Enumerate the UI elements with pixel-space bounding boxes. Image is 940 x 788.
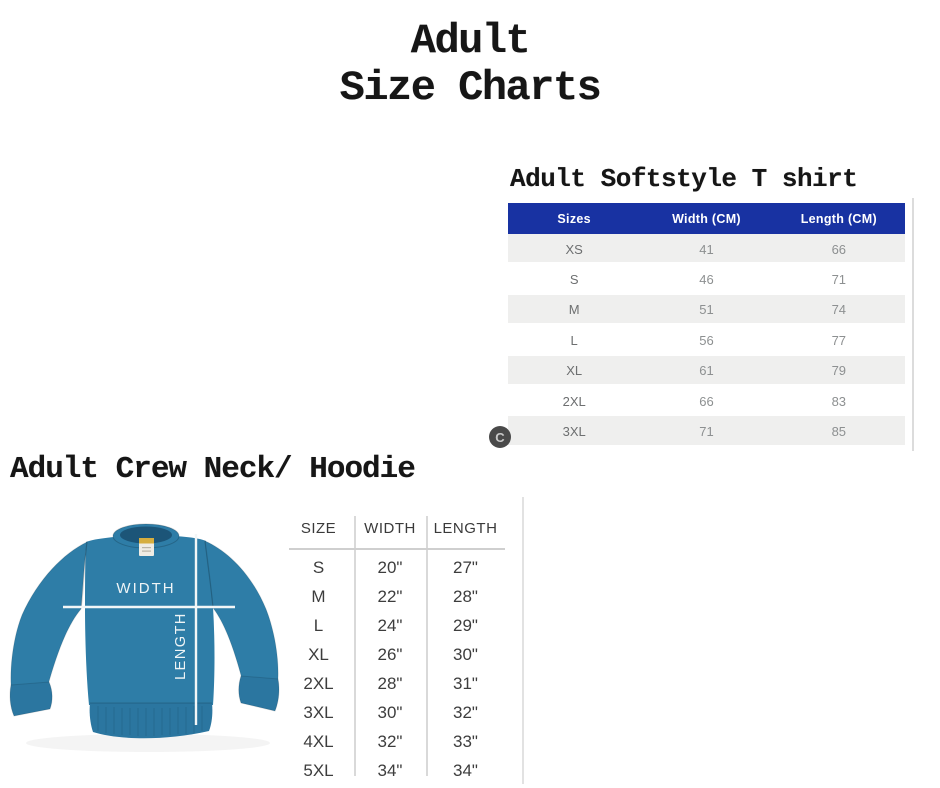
table-row: 3XL 30" 32" (283, 698, 523, 727)
header-underline (289, 548, 505, 550)
shirt-right-sleeve (204, 540, 279, 687)
crew-table-body: S 20" 27" M 22" 28" L 24" 29" XL 26" 30"… (283, 553, 523, 785)
cell-size: S (569, 272, 579, 288)
cell-width: 46 (699, 272, 714, 288)
header-cell-length: LENGTH (433, 519, 498, 537)
table-row: 3XL 71 85 (508, 416, 905, 447)
table-row: XS 41 66 (508, 234, 905, 265)
crew-panel-border (522, 497, 524, 784)
shirt-collar-inner (120, 526, 172, 544)
crew-table: SIZE WIDTH LENGTH S 20" 27" M 22" 28" L … (283, 508, 523, 780)
header-cell-length: Length (CM) (800, 211, 877, 226)
cell-length: 77 (831, 332, 847, 348)
page-title-line1: Adult (410, 17, 531, 65)
cell-width: 26" (377, 644, 403, 664)
cell-length: 34" (453, 760, 478, 780)
cell-size: 3XL (562, 424, 586, 440)
table-row: L 24" 29" (283, 611, 523, 640)
table-row: 2XL 66 83 (508, 385, 905, 417)
cell-size: 3XL (303, 702, 334, 722)
table-row: L 56 77 (508, 325, 905, 356)
cell-size: 5XL (303, 760, 334, 780)
cell-size: M (568, 302, 580, 318)
cell-size: L (313, 615, 324, 635)
cell-width: 20" (377, 557, 403, 577)
cell-length: 74 (831, 302, 847, 318)
column-divider (426, 516, 428, 776)
header-cell-width: Width (CM) (672, 211, 741, 226)
header-cell-sizes: Sizes (557, 211, 591, 226)
softstyle-table: Sizes Width (CM) Length (CM) XS 41 66 S … (508, 203, 905, 447)
cell-length: 31" (453, 673, 478, 693)
table-row: 5XL 34" 34" (283, 756, 523, 785)
cell-width: 22" (377, 586, 403, 606)
cell-length: 85 (831, 424, 847, 440)
header-cell-width: WIDTH (364, 519, 416, 537)
cell-size: XS (565, 241, 583, 257)
cell-size: XL (308, 644, 329, 664)
page-title-line2: Size Charts (339, 64, 602, 112)
table-edge-line (912, 198, 914, 451)
cell-size: S (312, 557, 325, 577)
softstyle-table-body: XS 41 66 S 46 71 M 51 74 L 56 77 XL 61 (508, 234, 905, 447)
cell-width: 61 (699, 363, 714, 379)
cell-size: 2XL (303, 673, 334, 693)
page-title: Adult Size Charts (0, 18, 940, 112)
shirt-right-cuff (238, 675, 280, 712)
cell-size: XL (566, 363, 583, 379)
cell-length: 28" (453, 586, 478, 606)
cell-width: 32" (377, 731, 403, 751)
table-row: M 51 74 (508, 294, 905, 326)
crew-table-header-row: SIZE WIDTH LENGTH (283, 508, 523, 548)
shirt-shadow (26, 734, 270, 752)
cell-width: 34" (377, 760, 403, 780)
header-cell-size: SIZE (300, 519, 337, 537)
softstyle-heading: Adult Softstyle T shirt (510, 164, 858, 194)
column-divider (354, 516, 356, 776)
shirt-left-sleeve (10, 541, 88, 692)
cell-width: 56 (699, 332, 714, 348)
cell-length: 83 (831, 393, 847, 409)
hem-ribbing (97, 706, 203, 736)
table-row: S 46 71 (508, 264, 905, 295)
sweatshirt-image: WIDTH LENGTH (9, 523, 280, 752)
shirt-body (85, 535, 215, 705)
width-label: WIDTH (116, 580, 175, 597)
table-row: 2XL 28" 31" (283, 669, 523, 698)
cell-length: 79 (831, 363, 847, 379)
cell-length: 66 (831, 241, 847, 257)
watermark-badge-icon: C (489, 426, 511, 448)
cell-length: 30" (453, 644, 478, 664)
softstyle-table-header-row: Sizes Width (CM) Length (CM) (508, 203, 905, 234)
shirt-hem (89, 703, 213, 739)
cell-size: 4XL (303, 731, 334, 751)
table-row: 4XL 32" 33" (283, 727, 523, 756)
table-row: M 22" 28" (283, 582, 523, 611)
cell-width: 24" (377, 615, 403, 635)
cell-width: 51 (699, 302, 714, 318)
cell-width: 41 (699, 241, 714, 257)
cell-width: 28" (377, 673, 403, 693)
table-row: S 20" 27" (283, 553, 523, 582)
cell-size: 2XL (562, 393, 586, 409)
cell-width: 30" (377, 702, 403, 722)
collar-tag (139, 538, 154, 556)
crew-heading: Adult Crew Neck/ Hoodie (10, 452, 416, 487)
table-row: XL 26" 30" (283, 640, 523, 669)
cell-width: 71 (699, 424, 714, 440)
cell-width: 66 (699, 393, 714, 409)
table-row: XL 61 79 (508, 355, 905, 386)
cell-length: 32" (453, 702, 478, 722)
cell-length: 71 (831, 272, 847, 288)
cell-size: M (311, 586, 326, 606)
cell-length: 29" (453, 615, 478, 635)
cell-size: L (570, 332, 578, 348)
length-label: LENGTH (173, 612, 189, 680)
shirt-left-cuff (9, 681, 53, 717)
shirt-seams (80, 540, 214, 704)
cell-length: 27" (453, 557, 478, 577)
cell-length: 33" (453, 731, 478, 751)
